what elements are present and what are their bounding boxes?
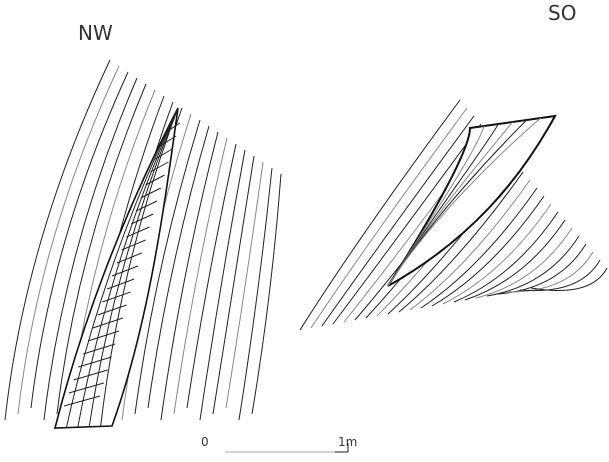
stratum [56, 83, 147, 415]
lens-cross [107, 278, 135, 290]
stratum [199, 149, 246, 421]
lens-cross [164, 122, 181, 134]
lens-cross [145, 174, 165, 186]
lens-cross [140, 187, 162, 199]
lens-line [65, 107, 179, 428]
lens-line [100, 107, 179, 427]
wedge-line [387, 117, 542, 287]
stratum [212, 155, 255, 415]
stratum [431, 195, 545, 307]
stratum [238, 167, 273, 421]
stratum [497, 243, 587, 295]
stratum [453, 211, 559, 303]
lens-cross [83, 343, 116, 355]
stratum [442, 203, 552, 305]
stratum [409, 179, 531, 311]
right-label: SO [548, 1, 576, 25]
stratum [420, 187, 538, 309]
scale-end: 1m [338, 435, 357, 449]
stratum [321, 115, 475, 327]
lens-cross [121, 239, 146, 251]
stratum [508, 251, 594, 293]
stratum [475, 227, 573, 299]
stratum [519, 259, 601, 292]
lens-cross [126, 226, 150, 238]
lens-cross [116, 252, 142, 264]
stratum [147, 125, 210, 409]
scale-start: 0 [201, 435, 209, 449]
stratum [43, 77, 138, 421]
lens-cross [111, 265, 139, 277]
stratum [17, 65, 120, 415]
stratum [464, 219, 566, 301]
stratum [332, 123, 482, 325]
stratum [30, 71, 129, 409]
lens-cross [87, 330, 120, 342]
right-wedge [387, 114, 557, 287]
stratum [134, 119, 201, 415]
stratum [398, 171, 524, 313]
stratum [251, 173, 282, 415]
stratum [310, 107, 468, 329]
lens-cross [97, 304, 127, 316]
lens-cross [73, 369, 108, 381]
lens-cross [154, 148, 173, 160]
lens-cross [150, 161, 169, 173]
lens-grid [63, 107, 181, 428]
stratum [299, 99, 461, 331]
lens-cross [130, 213, 154, 225]
lens-cross [63, 395, 101, 407]
lens-cross [92, 317, 123, 329]
left-label: NW [78, 21, 113, 45]
lens-line [88, 107, 179, 427]
stratum [4, 59, 111, 421]
wedge-grid [387, 117, 542, 287]
stratum [160, 131, 219, 421]
lens-cross [78, 356, 112, 368]
lens-cross [159, 135, 177, 147]
stratum [530, 267, 608, 291]
stratum [186, 143, 237, 409]
lens-cross [102, 291, 131, 303]
stratum [225, 161, 264, 409]
lens-cross [68, 382, 104, 394]
stratum [173, 137, 228, 415]
lens-cross [135, 200, 158, 212]
